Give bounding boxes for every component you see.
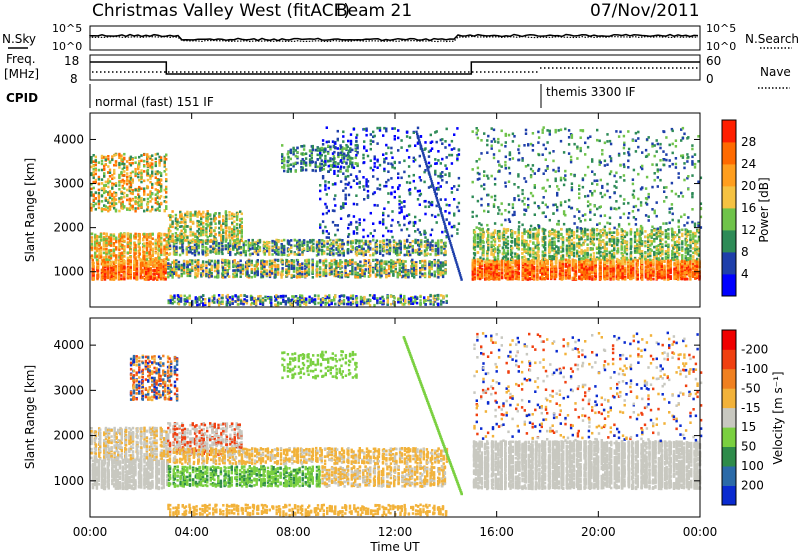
- power-colorbar-tick: 28: [741, 135, 756, 149]
- time-axis: 00:00 04:00 08:00 12:00 16:00 20:00 00:00: [73, 113, 718, 539]
- velocity-colorbar-tick: -200: [741, 342, 768, 356]
- power-colorbar-swatch: [722, 164, 736, 187]
- freq-tick-top: 18: [64, 54, 79, 68]
- velocity-ylabel: Slant Range [km]: [23, 365, 37, 469]
- power-colorbar-swatch: [722, 142, 736, 165]
- xtick-label: 08:00: [276, 525, 311, 539]
- velocity-colorbar-swatch: [722, 330, 736, 350]
- ytick-label: 4000: [53, 132, 84, 146]
- ytick-label: 3000: [53, 177, 84, 191]
- cpid-label: CPID: [6, 91, 38, 105]
- xtick-label: 20:00: [581, 525, 616, 539]
- cpid-panel: CPID normal (fast) 151 IF themis 3300 IF: [6, 84, 636, 109]
- ytick-label: 2000: [53, 429, 84, 443]
- nave-tick-top: 60: [706, 54, 721, 68]
- xtick-label: 12:00: [378, 525, 413, 539]
- ytick-label: 3000: [53, 383, 84, 397]
- power-colorbar-swatch: [722, 230, 736, 253]
- velocity-colorbar-swatch: [722, 349, 736, 370]
- nsky-tick-top: 10^5: [52, 22, 82, 35]
- ytick-label: 4000: [53, 338, 84, 352]
- ytick-label: 2000: [53, 221, 84, 235]
- velocity-panel: 1000 2000 3000 4000 Slant Range [km] 200 100…: [23, 317, 785, 518]
- nsearch-tick-bottom: 10^0: [706, 40, 736, 53]
- velocity-colorbar-swatch: [722, 446, 736, 467]
- power-ylabel: Slant Range [km]: [23, 158, 37, 262]
- power-colorbar-tick: 4: [741, 267, 749, 281]
- freq-panel: Freq. [MHz] 18 8 60 0 Nave: [4, 52, 791, 89]
- nsearch-tick-top: 10^5: [706, 22, 736, 35]
- freq-label-1: Freq.: [6, 52, 36, 66]
- power-colorbar-tick: 24: [741, 157, 756, 171]
- power-colorbar-swatch: [722, 120, 736, 143]
- ytick-label: 1000: [53, 265, 84, 279]
- velocity-colorbar-tick: 100: [741, 459, 764, 473]
- nave-label: Nave: [760, 65, 791, 79]
- station-title: Christmas Valley West (fitACF): [92, 1, 350, 21]
- nsky-trace: [89, 33, 699, 42]
- freq-trace: [90, 61, 700, 75]
- freq-label-2: [MHz]: [4, 67, 39, 81]
- velocity-colorbar-swatch: [722, 388, 736, 409]
- velocity-colorbar-tick: -50: [741, 381, 761, 395]
- xtick-label: 00:00: [73, 525, 108, 539]
- cpid-segment-themis: themis 3300 IF: [546, 85, 636, 99]
- velocity-colorbar-tick: 50: [741, 440, 756, 454]
- velocity-colorbar-swatch: [722, 466, 736, 486]
- velocity-colorbar-tick: -100: [741, 362, 768, 376]
- nave-trace: [92, 67, 698, 73]
- xtick-label: 04:00: [174, 525, 209, 539]
- velocity-colorbar-tick: -15: [741, 401, 761, 415]
- power-colorbar-tick: 20: [741, 179, 756, 193]
- velocity-colorbar-tick: 15: [741, 420, 756, 434]
- xtick-label: 16:00: [479, 525, 514, 539]
- beam-title: Beam 21: [336, 1, 412, 21]
- xaxis-label: Time UT: [369, 540, 420, 554]
- power-panel: 1000 2000 3000 4000 Slant Range [km] 4 8 12 16…: [23, 112, 771, 308]
- power-colorbar-swatch: [722, 208, 736, 231]
- velocity-colorbar-swatch: [722, 427, 736, 447]
- cpid-segment-normal: normal (fast) 151 IF: [95, 95, 214, 109]
- nsearch-label: N.Search: [745, 32, 799, 46]
- velocity-colorbar-tick: 200: [741, 479, 764, 493]
- power-colorbar-tick: 16: [741, 201, 756, 215]
- nsky-label: N.Sky: [2, 32, 36, 46]
- date-title: 07/Nov/2011: [590, 1, 700, 21]
- velocity-colorbar-swatch: [722, 407, 736, 428]
- nave-tick-bottom: 0: [706, 72, 714, 86]
- freq-tick-bottom: 8: [70, 72, 78, 86]
- power-colorbar-swatch: [722, 252, 736, 275]
- power-colorbar-swatch: [722, 186, 736, 209]
- power-colorbar-tick: 8: [741, 245, 749, 259]
- velocity-colorbar-label: Velocity [m s⁻¹]: [771, 371, 785, 464]
- power-colorbar-tick: 12: [741, 223, 756, 237]
- ytick-label: 1000: [53, 474, 84, 488]
- power-colorbar-label: Power [dB]: [757, 177, 771, 242]
- velocity-colorbar-swatch: [722, 368, 736, 389]
- xtick-label: 00:00: [683, 525, 718, 539]
- velocity-colorbar-swatch: [722, 485, 736, 506]
- power-colorbar-swatch: [722, 274, 736, 297]
- nsky-tick-bottom: 10^0: [52, 40, 82, 53]
- nsky-panel: N.Sky 10^5 10^0 10^5 10^0 N.Search: [2, 22, 799, 53]
